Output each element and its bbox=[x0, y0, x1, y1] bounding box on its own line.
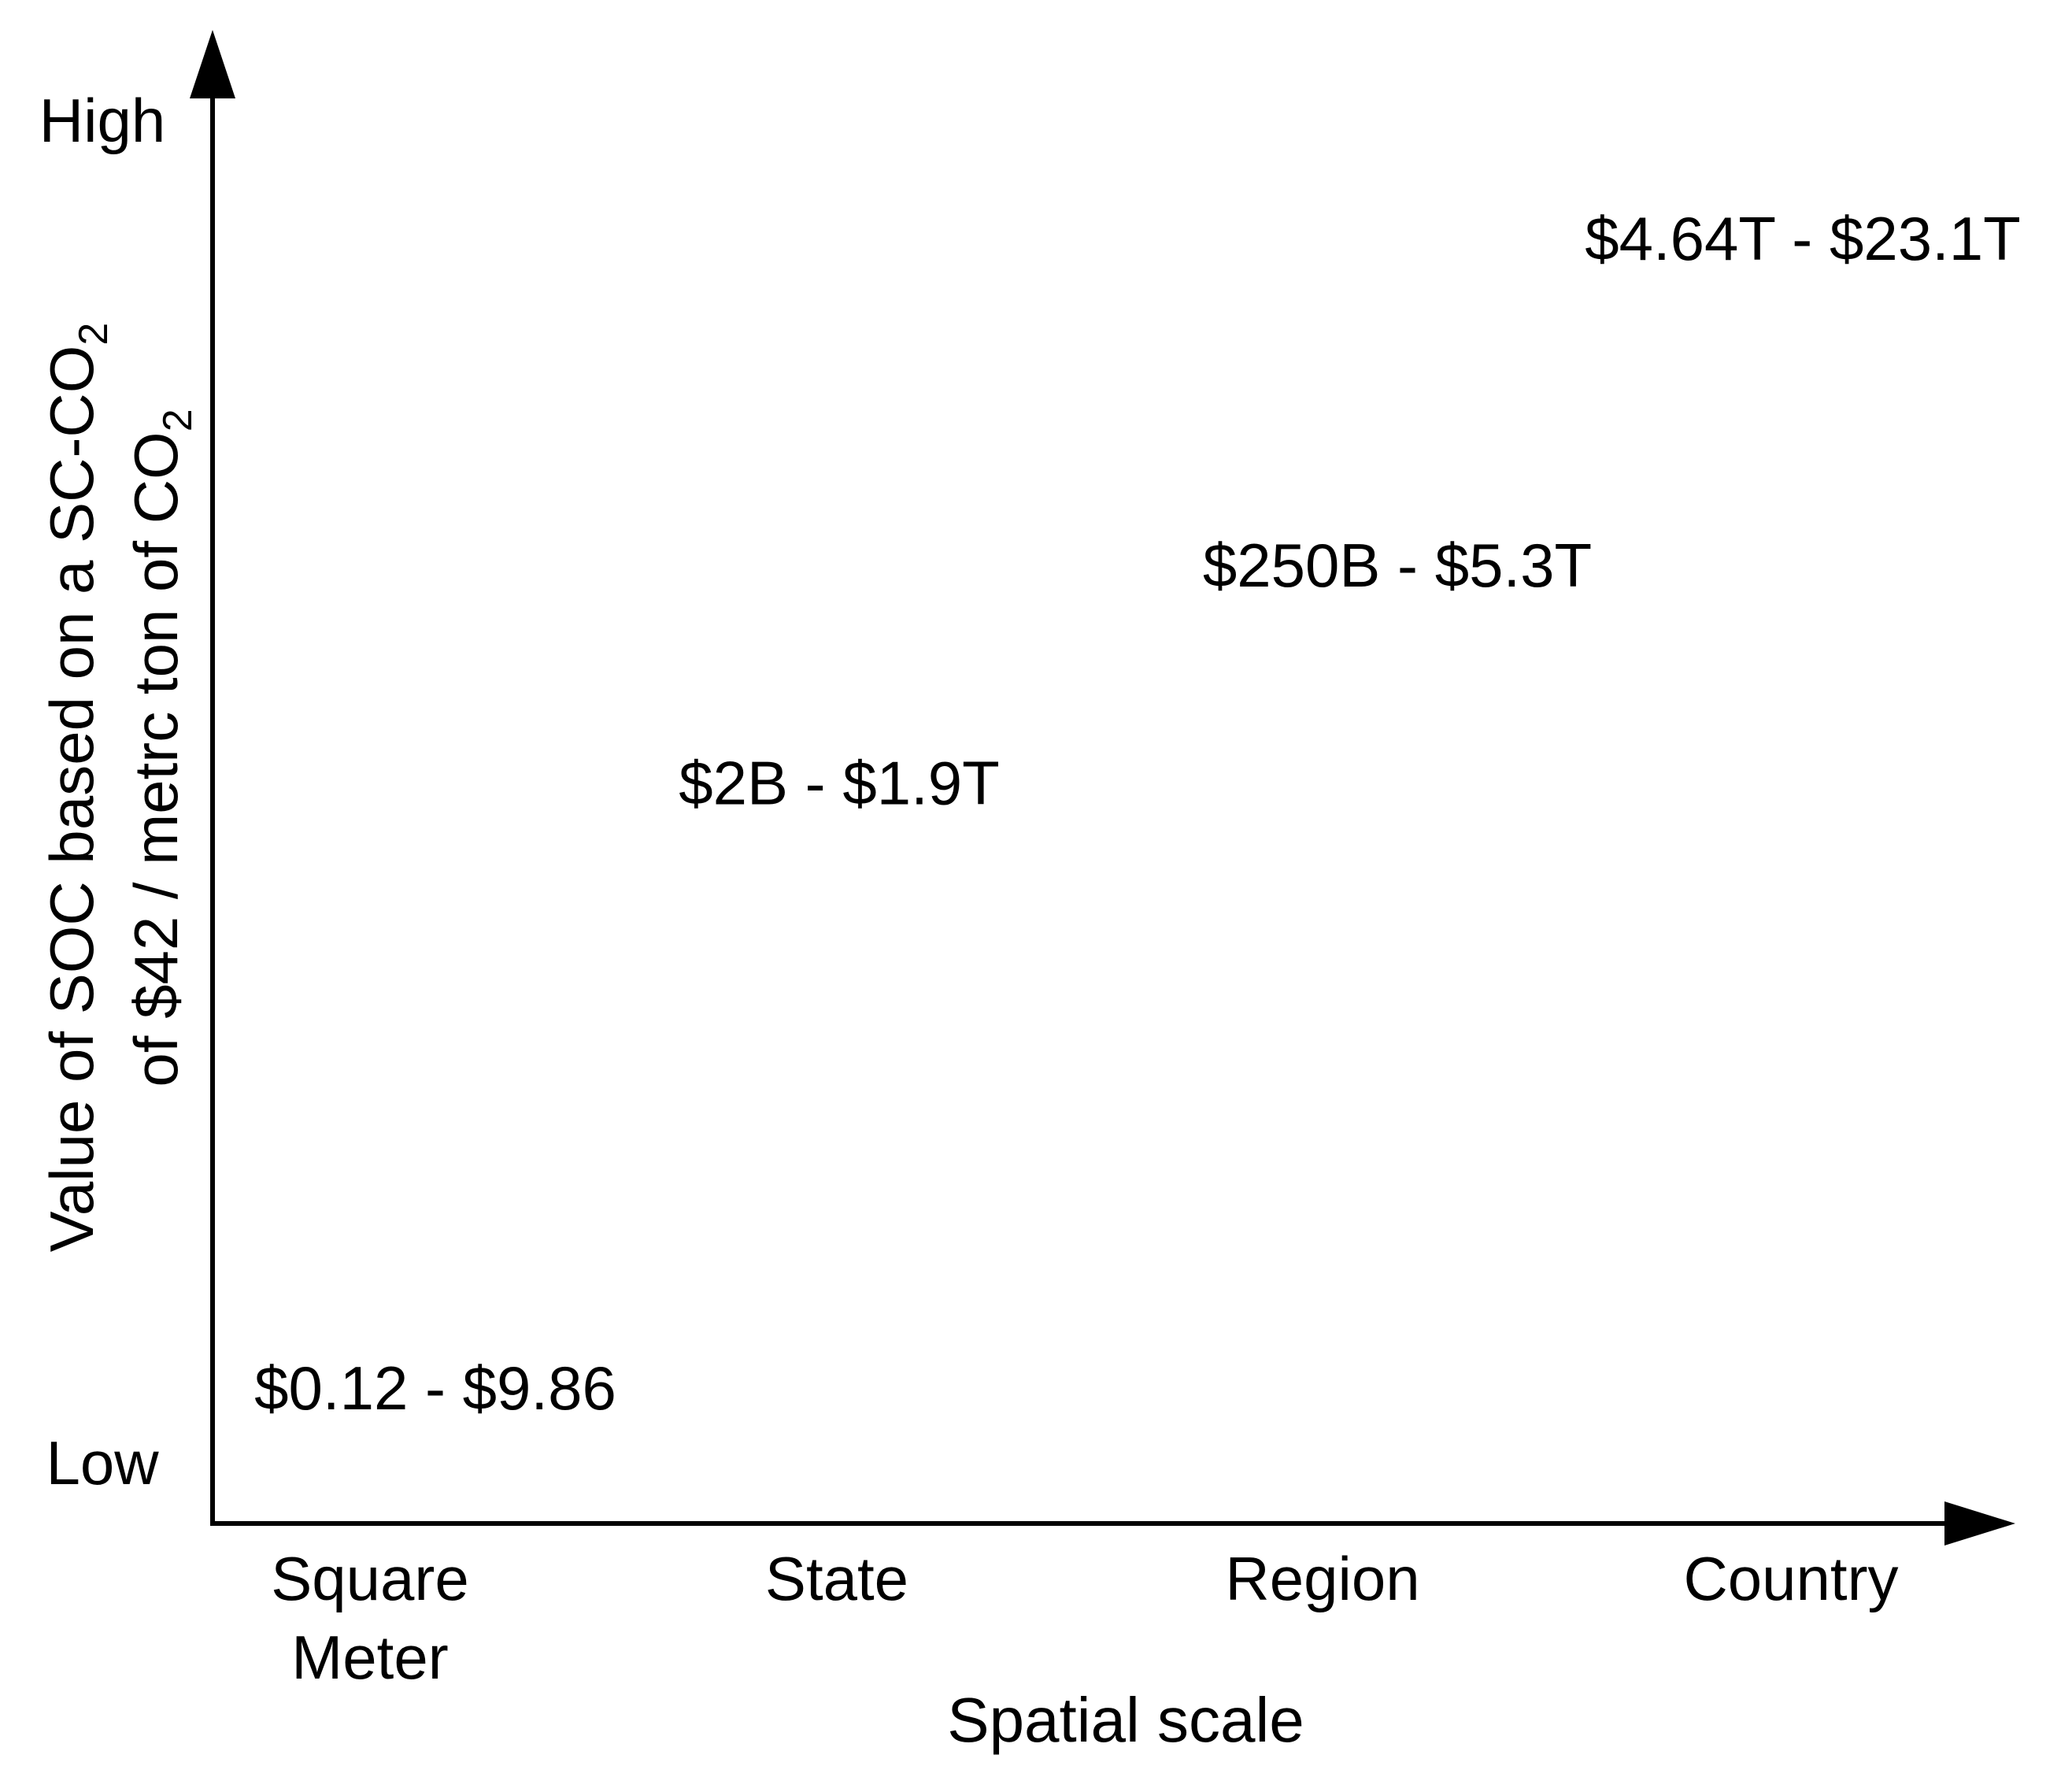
x-tick-label: State bbox=[765, 1544, 908, 1613]
y-axis-arrowhead bbox=[190, 30, 235, 98]
y-axis-label-subscript: 2 bbox=[155, 409, 201, 431]
x-tick-label-line: Meter bbox=[291, 1623, 448, 1692]
x-tick-labels: Square Meter State Region Country bbox=[271, 1544, 1898, 1692]
x-tick-label: Country bbox=[1683, 1544, 1898, 1613]
x-axis-label: Spatial scale bbox=[947, 1685, 1304, 1755]
x-tick-label-line: Country bbox=[1683, 1544, 1898, 1613]
x-tick-label-line: Square bbox=[271, 1544, 469, 1613]
x-tick-label-line: Region bbox=[1225, 1544, 1419, 1613]
x-tick-label: Square Meter bbox=[271, 1544, 469, 1692]
data-points: $0.12 - $9.86 $2B - $1.9T $250B - $5.3T $4.… bbox=[254, 204, 2021, 1423]
x-axis-arrowhead bbox=[1944, 1501, 2015, 1546]
y-axis-label-line1: Value of SOC based on a SC-CO2 bbox=[37, 323, 117, 1253]
y-axis-label-text: of $42 / metrc ton of CO bbox=[121, 431, 191, 1087]
y-axis-label-text: Value of SOC based on a SC-CO bbox=[37, 346, 106, 1253]
data-point-label: $2B - $1.9T bbox=[679, 749, 1000, 818]
x-tick-label-line: State bbox=[765, 1544, 908, 1613]
x-tick-label: Region bbox=[1225, 1544, 1419, 1613]
y-tick-label-low: Low bbox=[46, 1428, 159, 1497]
y-tick-label-high: High bbox=[39, 86, 165, 155]
data-point-label: $250B - $5.3T bbox=[1203, 531, 1592, 600]
y-axis-label-line2: of $42 / metrc ton of CO2 bbox=[121, 409, 201, 1087]
data-point-label: $4.64T - $23.1T bbox=[1585, 204, 2021, 273]
y-axis-label-subscript: 2 bbox=[71, 323, 117, 346]
data-point-label: $0.12 - $9.86 bbox=[254, 1353, 616, 1423]
